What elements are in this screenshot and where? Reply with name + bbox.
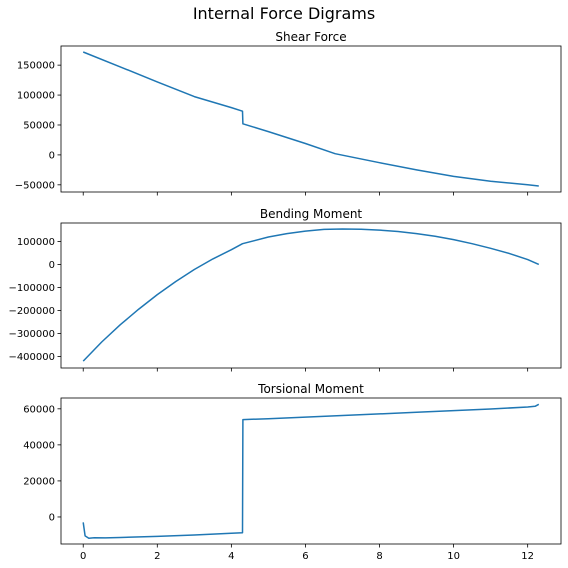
x-tick-label: 6 <box>302 551 308 562</box>
x-tick-label: 12 <box>521 551 534 562</box>
y-tick-label: 50000 <box>23 120 55 131</box>
y-tick-label: 0 <box>49 260 55 271</box>
y-tick-label: −400000 <box>8 352 55 363</box>
chart-panel-2: Bending Moment −400000 −300000 −200000 −1000… <box>8 207 562 372</box>
y-tick-label: 0 <box>49 512 55 523</box>
figure-title: Internal Force Digrams <box>193 4 375 23</box>
chart-panels: Shear Force −50000 0 50000 100000 150000 Bendi… <box>8 30 562 562</box>
y-tick-label: −100000 <box>8 283 55 294</box>
x-tick-label: 10 <box>447 551 460 562</box>
series-line-1 <box>82 403 540 539</box>
panel-title: Torsional Moment <box>257 382 364 396</box>
y-tick-label: 100000 <box>17 91 55 102</box>
y-tick-label: −50000 <box>15 180 55 191</box>
chart-panel-3: Torsional Moment 0 2 4 6 8 10 12 0 20000 40000 6000… <box>23 382 562 562</box>
x-tick-label: 4 <box>228 551 234 562</box>
chart-panel-1: Shear Force −50000 0 50000 100000 150000 <box>15 30 562 196</box>
y-tick-label: −200000 <box>8 306 55 317</box>
x-tick-label: 8 <box>376 551 382 562</box>
y-tick-label: 0 <box>49 150 55 161</box>
panel-title: Bending Moment <box>260 207 363 221</box>
y-tick-label: 40000 <box>23 440 55 451</box>
series-line-1 <box>82 228 540 362</box>
y-tick-label: 60000 <box>23 404 55 415</box>
y-tick-label: −300000 <box>8 329 55 340</box>
plot-frame <box>60 397 562 545</box>
y-tick-label: 20000 <box>23 476 55 487</box>
panel-title: Shear Force <box>275 30 346 44</box>
x-tick-label: 2 <box>154 551 160 562</box>
series-line-1 <box>82 51 539 187</box>
x-tick-label: 0 <box>80 551 86 562</box>
plot-frame <box>60 45 562 193</box>
plot-frame <box>60 222 562 369</box>
y-tick-label: 100000 <box>17 237 55 248</box>
y-tick-label: 150000 <box>17 61 55 72</box>
